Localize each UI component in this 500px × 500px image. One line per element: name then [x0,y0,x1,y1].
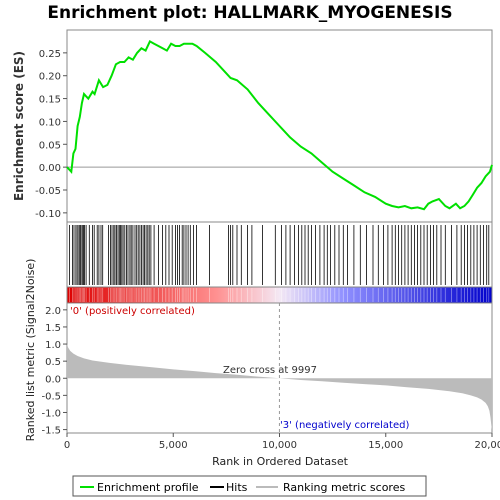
ranked-x-ticks: 0 5,000 10,000 15,000 20,000 [64,433,500,451]
legend-frame [72,475,427,497]
legend-enrichment-label: Enrichment profile [97,481,199,494]
ranked-y-tick-label: 1.0 [45,340,61,351]
ranked-y-tick-label: -1.0 [41,408,61,419]
ranked-y-tick-label: -0.5 [41,391,61,402]
ranking-metric-area [67,344,492,430]
es-y-axis-label: Enrichment score (ES) [12,51,26,201]
es-y-tick-label: 0.15 [39,95,61,106]
x-tick-label: 15,000 [368,440,403,451]
ranked-y-tick-label: 0.5 [45,357,61,368]
ranked-y-axis-label: Ranked list metric (Signal2Noise) [24,259,37,442]
legend: Enrichment profile Hits Ranking metric s… [72,475,427,497]
x-tick-label: 10,000 [262,440,297,451]
ranked-y-tick-label: 0.0 [45,374,61,385]
hits-panel-frame [66,221,493,288]
ranked-y-tick-label: -1.5 [41,426,61,437]
positive-correlation-label: '0' (positively correlated) [70,306,195,317]
es-y-tick-label: 0.10 [39,117,61,128]
hit-lines [69,225,490,285]
ranked-panel: -1.5 -1.0 -0.5 0.0 0.5 1.0 1.5 2.0 0 5,000 10,000… [24,259,500,468]
ranked-y-ticks: -1.5 -1.0 -0.5 0.0 0.5 1.0 1.5 2.0 [41,306,67,437]
enrichment-profile-line [66,40,493,211]
es-y-tick-label: 0.00 [39,163,61,174]
x-tick-label: 5,000 [159,440,188,451]
hits-panel [66,221,493,288]
es-y-tick-label: -0.05 [35,186,61,197]
legend-metric-label: Ranking metric scores [283,481,405,494]
es-y-tick-label: 0.20 [39,72,61,83]
ranked-y-tick-label: 1.5 [45,323,61,334]
ranking-color-band [66,286,493,304]
legend-hits-label: Hits [226,481,248,494]
es-y-ticks: -0.10 -0.05 0.00 0.05 0.10 0.15 0.20 0.25 [35,49,67,220]
es-panel: -0.10 -0.05 0.00 0.05 0.10 0.15 0.20 0.25 Enric… [12,29,493,223]
x-tick-label: 20,000 [475,440,500,451]
x-tick-label: 0 [64,440,70,451]
negative-correlation-label: '3' (negatively correlated) [280,420,409,431]
ranked-y-tick-label: 2.0 [45,306,61,317]
es-y-tick-label: 0.05 [39,140,61,151]
chart-title: Enrichment plot: HALLMARK_MYOGENESIS [47,3,452,23]
x-axis-label: Rank in Ordered Dataset [212,455,349,468]
zero-cross-label: Zero cross at 9997 [223,365,317,376]
band-hit-marks [69,288,490,302]
es-y-tick-label: 0.25 [39,49,61,60]
es-y-tick-label: -0.10 [35,209,61,220]
